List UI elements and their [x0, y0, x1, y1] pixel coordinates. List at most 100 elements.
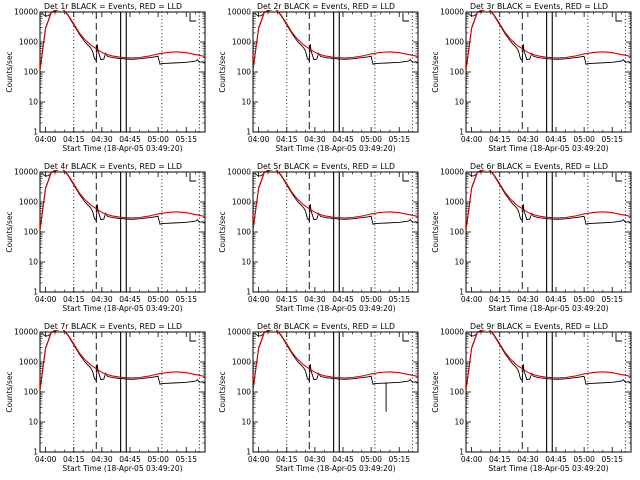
attenuator-bracket: [189, 333, 196, 342]
x-tick-label: 04:15: [276, 295, 298, 304]
attenuator-bracket: [615, 173, 622, 182]
panel-title: Det 6r BLACK = Events, RED = LLD: [470, 162, 608, 171]
y-axis-title: Counts/sec: [218, 51, 227, 92]
y-tick-label: 10000: [440, 328, 464, 337]
y-tick-label: 1: [33, 288, 38, 297]
attenuator-bracket: [615, 333, 622, 342]
x-tick-label: 04:30: [304, 135, 326, 144]
y-axis-title: Counts/sec: [5, 371, 14, 412]
x-tick-label: 05:15: [601, 295, 623, 304]
y-tick-label: 1: [246, 448, 251, 457]
y-tick-label: 10: [28, 418, 38, 427]
y-tick-label: 1000: [19, 38, 38, 47]
y-tick-label: 100: [450, 228, 465, 237]
attenuator-bracket: [402, 13, 409, 22]
x-tick-label: 05:00: [573, 295, 595, 304]
y-tick-label: 1000: [232, 38, 251, 47]
y-tick-label: 10000: [14, 8, 38, 17]
x-tick-label: 05:00: [360, 455, 382, 464]
x-tick-label: 05:00: [147, 295, 169, 304]
panel-title: Det 9r BLACK = Events, RED = LLD: [470, 322, 608, 331]
plot-frame: [39, 11, 206, 133]
y-tick-label: 10000: [440, 8, 464, 17]
attenuator-bracket: [402, 173, 409, 182]
x-tick-label: 04:30: [517, 295, 539, 304]
x-tick-label: 04:45: [332, 455, 354, 464]
lld-series-line: [466, 10, 631, 70]
panel-grid: Det 1r BLACK = Events, RED = LLD11010010…: [5, 2, 632, 473]
x-tick-label: 04:30: [517, 455, 539, 464]
attenuator-bracket: [402, 333, 409, 342]
x-tick-label: 05:15: [175, 455, 197, 464]
y-axis-title: Counts/sec: [5, 51, 14, 92]
x-tick-label: 05:15: [175, 135, 197, 144]
y-tick-label: 1000: [19, 198, 38, 207]
x-tick-label: 04:30: [91, 455, 113, 464]
lld-series-line: [466, 170, 631, 230]
data-lines: [40, 10, 205, 71]
panel-det-2r: Det 2r BLACK = Events, RED = LLD 1 10 100 10…: [218, 2, 419, 153]
panel-det-1r: Det 1r BLACK = Events, RED = LLD 1 10 100 10…: [5, 2, 206, 153]
x-axis-title: Start Time (18-Apr-05 03:49:20): [62, 304, 182, 313]
y-tick-label: 100: [237, 68, 252, 77]
y-axis-title: Counts/sec: [431, 211, 440, 252]
x-tick-label: 04:00: [461, 295, 483, 304]
lld-series-line: [253, 330, 418, 390]
x-tick-label: 04:00: [248, 295, 270, 304]
y-tick-label: 10000: [14, 328, 38, 337]
panel-title: Det 2r BLACK = Events, RED = LLD: [257, 2, 395, 11]
panel-title: Det 5r BLACK = Events, RED = LLD: [257, 162, 395, 171]
x-tick-label: 05:15: [388, 135, 410, 144]
x-tick-label: 04:30: [91, 135, 113, 144]
events-series-line: [40, 170, 205, 231]
y-axis-title: Counts/sec: [218, 371, 227, 412]
data-lines: [40, 170, 205, 231]
y-tick-label: 10: [454, 418, 464, 427]
panel-title: Det 1r BLACK = Events, RED = LLD: [44, 2, 182, 11]
panel-det-6r: Det 6r BLACK = Events, RED = LLD 1 10 100 10…: [431, 162, 632, 313]
x-tick-label: 04:00: [35, 295, 57, 304]
x-tick-label: 04:00: [248, 135, 270, 144]
y-tick-label: 10: [28, 258, 38, 267]
x-tick-label: 04:15: [63, 455, 85, 464]
y-tick-label: 1: [459, 128, 464, 137]
y-tick-label: 10000: [14, 168, 38, 177]
x-axis-title: Start Time (18-Apr-05 03:49:20): [488, 464, 608, 473]
events-series-line: [253, 330, 418, 412]
x-tick-label: 04:45: [119, 295, 141, 304]
x-axis-title: Start Time (18-Apr-05 03:49:20): [488, 304, 608, 313]
x-axis-title: Start Time (18-Apr-05 03:49:20): [488, 144, 608, 153]
data-lines: [466, 170, 631, 231]
data-lines: [253, 330, 418, 412]
plot-frame: [465, 171, 632, 293]
y-tick-label: 100: [24, 68, 39, 77]
data-lines: [253, 10, 418, 71]
plot-frame: [465, 331, 632, 453]
attenuator-bracket: [615, 13, 622, 22]
x-axis-title: Start Time (18-Apr-05 03:49:20): [62, 144, 182, 153]
data-lines: [466, 10, 631, 71]
x-tick-label: 05:15: [601, 455, 623, 464]
plot-frame: [252, 331, 419, 453]
y-tick-label: 10000: [227, 168, 251, 177]
x-tick-label: 04:15: [489, 295, 511, 304]
x-tick-label: 04:15: [63, 135, 85, 144]
y-tick-label: 1000: [232, 358, 251, 367]
y-tick-label: 10000: [227, 8, 251, 17]
x-tick-label: 04:00: [35, 455, 57, 464]
x-tick-label: 05:15: [388, 295, 410, 304]
y-tick-label: 100: [24, 228, 39, 237]
x-tick-label: 04:30: [91, 295, 113, 304]
lld-series-line: [253, 10, 418, 70]
x-tick-label: 05:00: [360, 135, 382, 144]
y-tick-label: 100: [237, 228, 252, 237]
y-tick-label: 1: [459, 448, 464, 457]
y-axis-title: Counts/sec: [5, 211, 14, 252]
x-tick-label: 05:00: [573, 455, 595, 464]
panel-title: Det 4r BLACK = Events, RED = LLD: [44, 162, 182, 171]
y-tick-label: 1000: [445, 38, 464, 47]
x-tick-label: 04:15: [63, 295, 85, 304]
y-tick-label: 10: [454, 258, 464, 267]
y-tick-label: 10: [241, 98, 251, 107]
